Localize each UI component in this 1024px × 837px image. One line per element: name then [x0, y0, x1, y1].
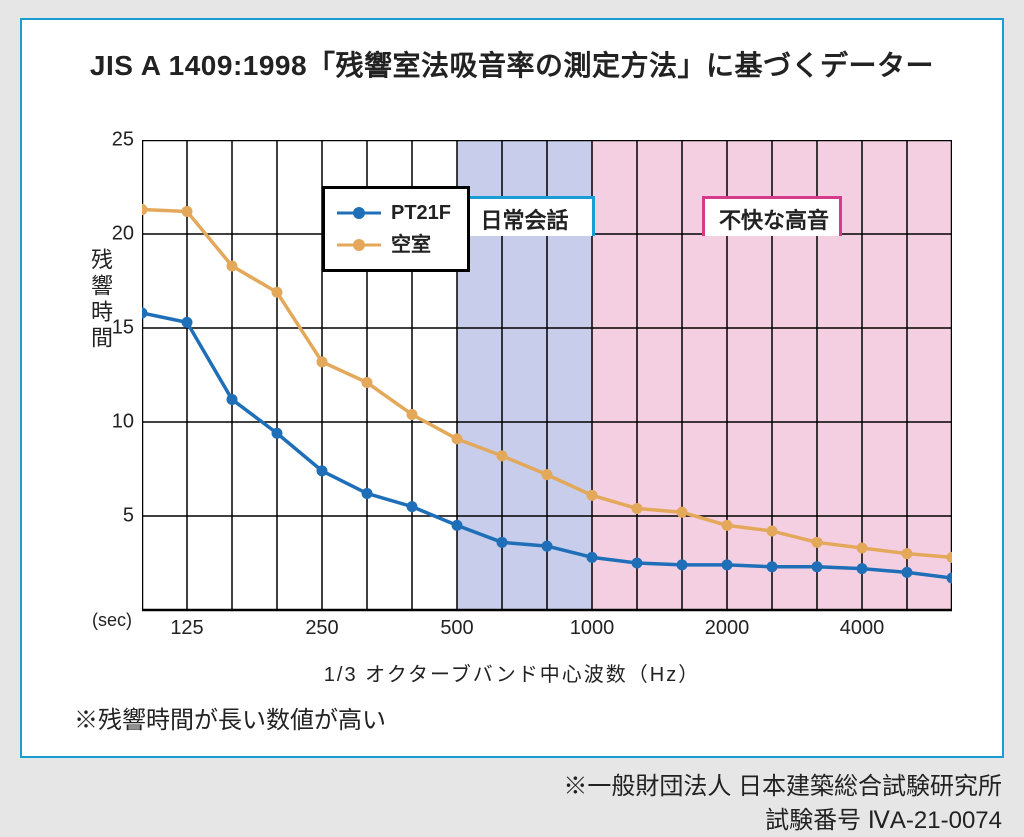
svg-text:4000: 4000	[840, 617, 885, 639]
line-chart-svg: 日常会話不快な高音PT21F空室125250500100020004000	[142, 140, 952, 644]
svg-text:250: 250	[305, 617, 338, 639]
y-axis-unit: (sec)	[92, 610, 132, 631]
legend-item: PT21F	[337, 197, 451, 229]
y-tick-label: 25	[94, 129, 134, 152]
svg-text:2000: 2000	[705, 617, 750, 639]
chart-title: JIS A 1409:1998「残響室法吸音率の測定方法」に基づくデーター	[22, 44, 1002, 84]
svg-text:125: 125	[170, 617, 203, 639]
svg-text:500: 500	[440, 617, 473, 639]
y-tick-label: 20	[94, 223, 134, 246]
attribution-footer: ※一般財団法人 日本建築総合試験研究所 試験番号 ⅣA-21-0074	[563, 770, 1002, 837]
attribution-line1: ※一般財団法人 日本建築総合試験研究所	[563, 770, 1002, 804]
chart-plot-area: 日常会話不快な高音PT21F空室125250500100020004000	[142, 140, 952, 610]
legend: PT21F空室	[322, 186, 470, 272]
y-tick-label: 10	[94, 411, 134, 434]
legend-label: 空室	[391, 229, 431, 261]
attribution-line2: 試験番号 ⅣA-21-0074	[563, 804, 1002, 837]
y-tick-label: 5	[94, 505, 134, 528]
band-label: 不快な高音	[702, 196, 842, 236]
legend-label: PT21F	[391, 197, 451, 229]
y-tick-label: 15	[94, 317, 134, 340]
chart-footnote: ※残響時間が長い数値が高い	[74, 700, 386, 735]
legend-item: 空室	[337, 229, 451, 261]
svg-text:1000: 1000	[570, 617, 615, 639]
x-axis-label: 1/3 オクターブバンド中心波数（Hz）	[22, 658, 1002, 687]
chart-panel: JIS A 1409:1998「残響室法吸音率の測定方法」に基づくデーター 残響…	[20, 18, 1004, 758]
